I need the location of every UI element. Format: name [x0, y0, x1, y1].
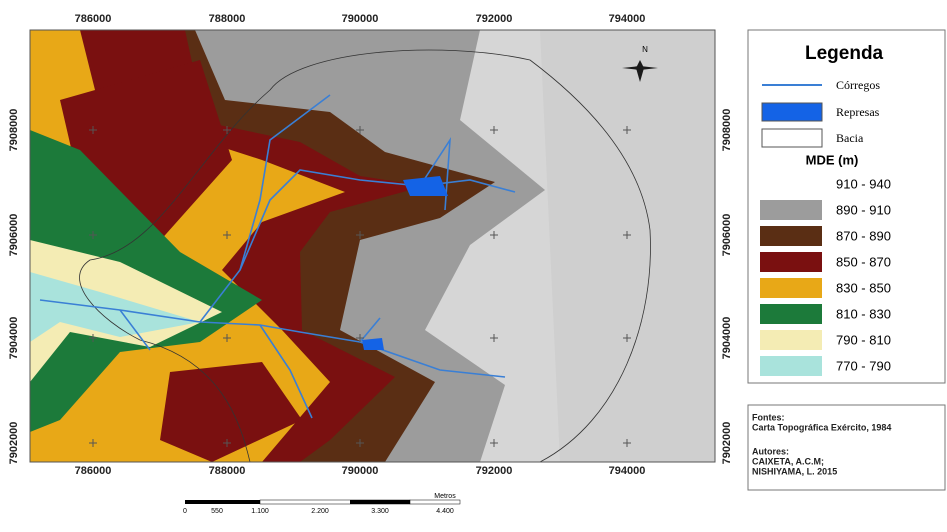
- legend-swatch: [762, 129, 822, 147]
- author: NISHIYAMA, L. 2015: [752, 466, 837, 476]
- y-coord-label: 7906000: [8, 214, 20, 257]
- legend-class-label: 770 - 790: [836, 358, 891, 373]
- legend-class-label: 910 - 940: [836, 176, 891, 191]
- x-coord-label: 790000: [342, 13, 379, 25]
- sources-text: Carta Topográfica Exército, 1984: [752, 422, 891, 432]
- scale-label: 2.200: [311, 508, 329, 515]
- map-page: N Legenda MDE (m) Fontes: Carta Topográf…: [0, 0, 947, 527]
- scale-label: 0: [183, 508, 187, 515]
- legend-swatch: [760, 226, 822, 246]
- legend-swatch: [760, 304, 822, 324]
- legend-class-label: 870 - 890: [836, 228, 891, 243]
- x-coord-label: 792000: [476, 465, 513, 477]
- x-coord-label: 786000: [75, 13, 112, 25]
- north-label: N: [642, 45, 648, 54]
- legend-swatch: [760, 278, 822, 298]
- scale-bar: [185, 500, 460, 504]
- mde-title: MDE (m): [806, 152, 859, 167]
- scale-label: 550: [211, 508, 223, 515]
- legend-swatch: [760, 174, 822, 194]
- scale-unit: Metros: [434, 493, 456, 500]
- y-coord-label: 7904000: [8, 317, 20, 360]
- legend-swatch: [760, 356, 822, 376]
- sources-title: Fontes:: [752, 412, 785, 422]
- legend-class-label: 810 - 830: [836, 306, 891, 321]
- author: CAIXETA, A.C.M;: [752, 456, 824, 466]
- legend-item-label: Córregos: [836, 78, 880, 92]
- y-coord-label: 7906000: [721, 214, 733, 257]
- y-coord-label: 7902000: [8, 422, 20, 465]
- y-coord-label: 7902000: [721, 422, 733, 465]
- scale-label: 1.100: [251, 508, 269, 515]
- y-coord-label: 7908000: [721, 109, 733, 152]
- x-coord-label: 792000: [476, 13, 513, 25]
- legend-item-label: Bacia: [836, 131, 864, 145]
- terrain: [30, 30, 715, 462]
- authors-title: Autores:: [752, 446, 789, 456]
- legend-class-label: 890 - 910: [836, 202, 891, 217]
- x-coord-label: 794000: [609, 13, 646, 25]
- legend-item-label: Represas: [836, 105, 880, 119]
- legend-swatch: [760, 200, 822, 220]
- scale-label: 3.300: [371, 508, 389, 515]
- x-coord-label: 794000: [609, 465, 646, 477]
- legend-class-label: 830 - 850: [836, 280, 891, 295]
- legend-title: Legenda: [805, 43, 884, 64]
- x-coord-label: 788000: [209, 465, 246, 477]
- x-coord-label: 788000: [209, 13, 246, 25]
- x-coord-label: 790000: [342, 465, 379, 477]
- y-coord-label: 7904000: [721, 317, 733, 360]
- y-coord-label: 7908000: [8, 109, 20, 152]
- legend-class-label: 790 - 810: [836, 332, 891, 347]
- legend-swatch: [760, 252, 822, 272]
- x-coord-label: 786000: [75, 465, 112, 477]
- legend-class-label: 850 - 870: [836, 254, 891, 269]
- legend-swatch: [762, 103, 822, 121]
- legend-swatch: [760, 330, 822, 350]
- scale-label: 4.400: [436, 508, 454, 515]
